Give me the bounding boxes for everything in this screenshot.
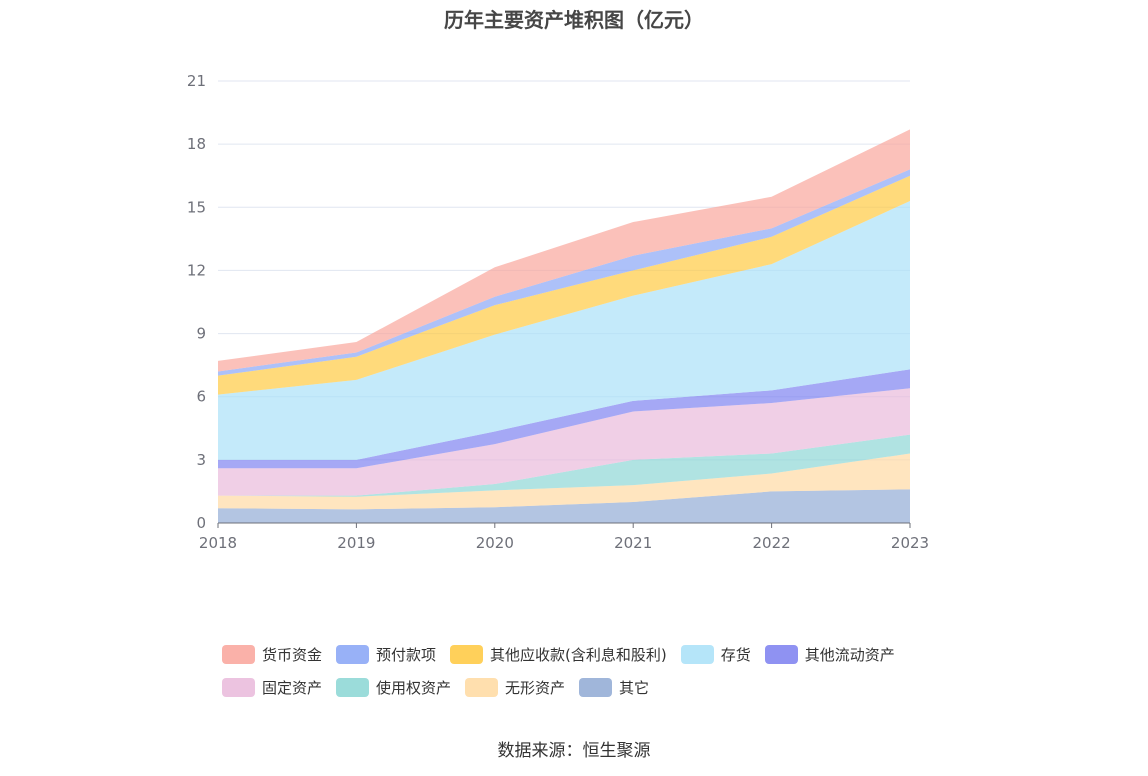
x-tick-label: 2021 bbox=[614, 534, 652, 552]
legend-label: 固定资产 bbox=[262, 679, 323, 697]
legend-label: 货币资金 bbox=[262, 646, 323, 664]
x-tick-label: 2023 bbox=[891, 534, 929, 552]
legend-label: 其他应收款(含利息和股利) bbox=[490, 646, 667, 664]
stacked-area-chart: 0 3 6 9 12 15 18 21 2018 2019 2020 2021 2022 2023 bbox=[187, 72, 929, 552]
area-series-5 bbox=[218, 200, 910, 460]
legend-swatch bbox=[450, 645, 484, 664]
y-tick-label: 18 bbox=[187, 135, 206, 153]
legend-item[interactable]: 使用权资产 bbox=[336, 677, 451, 698]
legend-item[interactable]: 预付款项 bbox=[336, 644, 436, 665]
legend-label: 无形资产 bbox=[505, 679, 566, 697]
legend-label: 存货 bbox=[720, 646, 751, 664]
legend-label: 使用权资产 bbox=[376, 679, 452, 697]
legend-swatch bbox=[579, 678, 613, 697]
y-tick-label: 12 bbox=[187, 261, 206, 279]
data-source: 数据来源：恒生聚源 bbox=[497, 741, 651, 761]
x-tick-label: 2020 bbox=[476, 534, 514, 552]
legend-swatch bbox=[680, 645, 714, 664]
legend-item[interactable]: 其它 bbox=[579, 677, 649, 698]
area-series-8 bbox=[218, 129, 910, 372]
area-series-3 bbox=[218, 388, 910, 496]
area-series-6 bbox=[218, 175, 910, 395]
legend-item[interactable]: 无形资产 bbox=[465, 677, 565, 698]
legend: 货币资金 预付款项 其他应收款(含利息和股利) 存货 其他流动资产固定资产 使用权资产 无形… bbox=[222, 638, 982, 704]
legend-label: 其它 bbox=[619, 679, 650, 697]
legend-item[interactable]: 存货 bbox=[680, 644, 751, 665]
x-tick-label: 2022 bbox=[753, 534, 791, 552]
legend-swatch bbox=[222, 645, 255, 664]
y-tick-label: 15 bbox=[187, 198, 206, 216]
legend-swatch bbox=[764, 645, 798, 664]
legend-item[interactable]: 其他应收款(含利息和股利) bbox=[450, 644, 667, 665]
legend-swatch bbox=[336, 678, 370, 697]
y-tick-label: 3 bbox=[196, 451, 206, 469]
area-series-0 bbox=[218, 489, 910, 523]
area-series-2 bbox=[218, 434, 910, 497]
legend-item[interactable]: 货币资金 bbox=[222, 644, 322, 665]
legend-row: 货币资金 预付款项 其他应收款(含利息和股利) 存货 其他流动资产 bbox=[222, 638, 982, 671]
y-tick-label: 9 bbox=[196, 325, 206, 343]
area-series-1 bbox=[218, 453, 910, 510]
legend-item[interactable]: 固定资产 bbox=[222, 677, 322, 698]
area-series-4 bbox=[218, 369, 910, 469]
y-tick-label: 0 bbox=[196, 514, 206, 532]
y-tick-label: 6 bbox=[196, 388, 206, 406]
x-tick-label: 2018 bbox=[199, 534, 237, 552]
y-tick-label: 21 bbox=[187, 72, 206, 90]
legend-swatch bbox=[336, 645, 370, 664]
legend-row: 固定资产 使用权资产 无形资产 其它 bbox=[222, 671, 982, 704]
chart-title: 历年主要资产堆积图（亿元） bbox=[444, 8, 704, 32]
legend-label: 预付款项 bbox=[376, 646, 437, 664]
legend-item[interactable]: 其他流动资产 bbox=[764, 644, 895, 665]
legend-swatch bbox=[222, 678, 255, 697]
legend-swatch bbox=[465, 678, 499, 697]
legend-label: 其他流动资产 bbox=[804, 646, 895, 664]
x-tick-label: 2019 bbox=[337, 534, 375, 552]
